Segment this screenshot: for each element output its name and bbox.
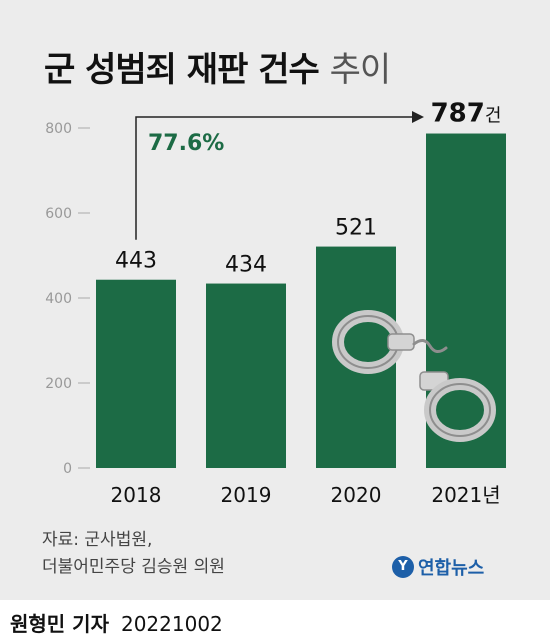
growth-arrow: 77.6%	[135, 111, 424, 240]
bar	[96, 279, 176, 468]
y-axis: 0 200 400 600 800	[45, 121, 90, 477]
x-tick-label: 2019	[221, 483, 272, 507]
value-label: 521	[335, 216, 377, 241]
title-suffix: 추이	[329, 50, 392, 90]
arrow-line	[135, 116, 414, 240]
source-note: 자료: 군사법원, 더불어민주당 김승원 의원	[42, 527, 225, 581]
arrow-head	[412, 111, 424, 123]
y-tick-label: 800	[45, 121, 72, 137]
y-tick-label: 200	[45, 376, 72, 392]
reporter-name: 원형민 기자	[10, 612, 109, 636]
y-tick-label: 0	[63, 461, 72, 477]
handcuffs-icon	[332, 310, 496, 442]
chart-title: 군 성범죄 재판 건수 추이	[44, 42, 392, 91]
title-main: 군 성범죄 재판 건수	[44, 50, 320, 90]
yonhap-logo-icon: Y	[392, 556, 414, 578]
x-tick-label: 2018	[111, 483, 162, 507]
bar-chart: 0 200 400 600 800 443 434 521 787건 2018 2019 2020…	[45, 99, 506, 507]
value-unit: 건	[485, 106, 502, 127]
byline-date: 20221002	[120, 612, 223, 636]
y-tick-label: 400	[45, 291, 72, 307]
logo-text: 연합뉴스	[418, 558, 485, 579]
bars	[96, 133, 506, 468]
x-tick-label: 2020	[331, 483, 382, 507]
source-line-1: 자료: 군사법원,	[42, 530, 153, 550]
source-line-2: 더불어민주당 김승원 의원	[42, 557, 225, 577]
bar	[316, 246, 396, 468]
value-label: 434	[225, 253, 267, 278]
value-label: 443	[115, 249, 157, 274]
byline: 원형민 기자 20221002	[10, 608, 223, 637]
bar	[206, 283, 286, 468]
x-axis-labels: 2018 2019 2020 2021년	[111, 483, 501, 507]
growth-annotation: 77.6%	[148, 131, 224, 156]
y-tick-label: 600	[45, 206, 72, 222]
yonhap-logo: Y 연합뉴스	[392, 554, 484, 580]
value-labels: 443 434 521 787건	[115, 99, 501, 278]
x-tick-label: 2021년	[431, 483, 500, 507]
value-label: 787건	[431, 99, 502, 129]
